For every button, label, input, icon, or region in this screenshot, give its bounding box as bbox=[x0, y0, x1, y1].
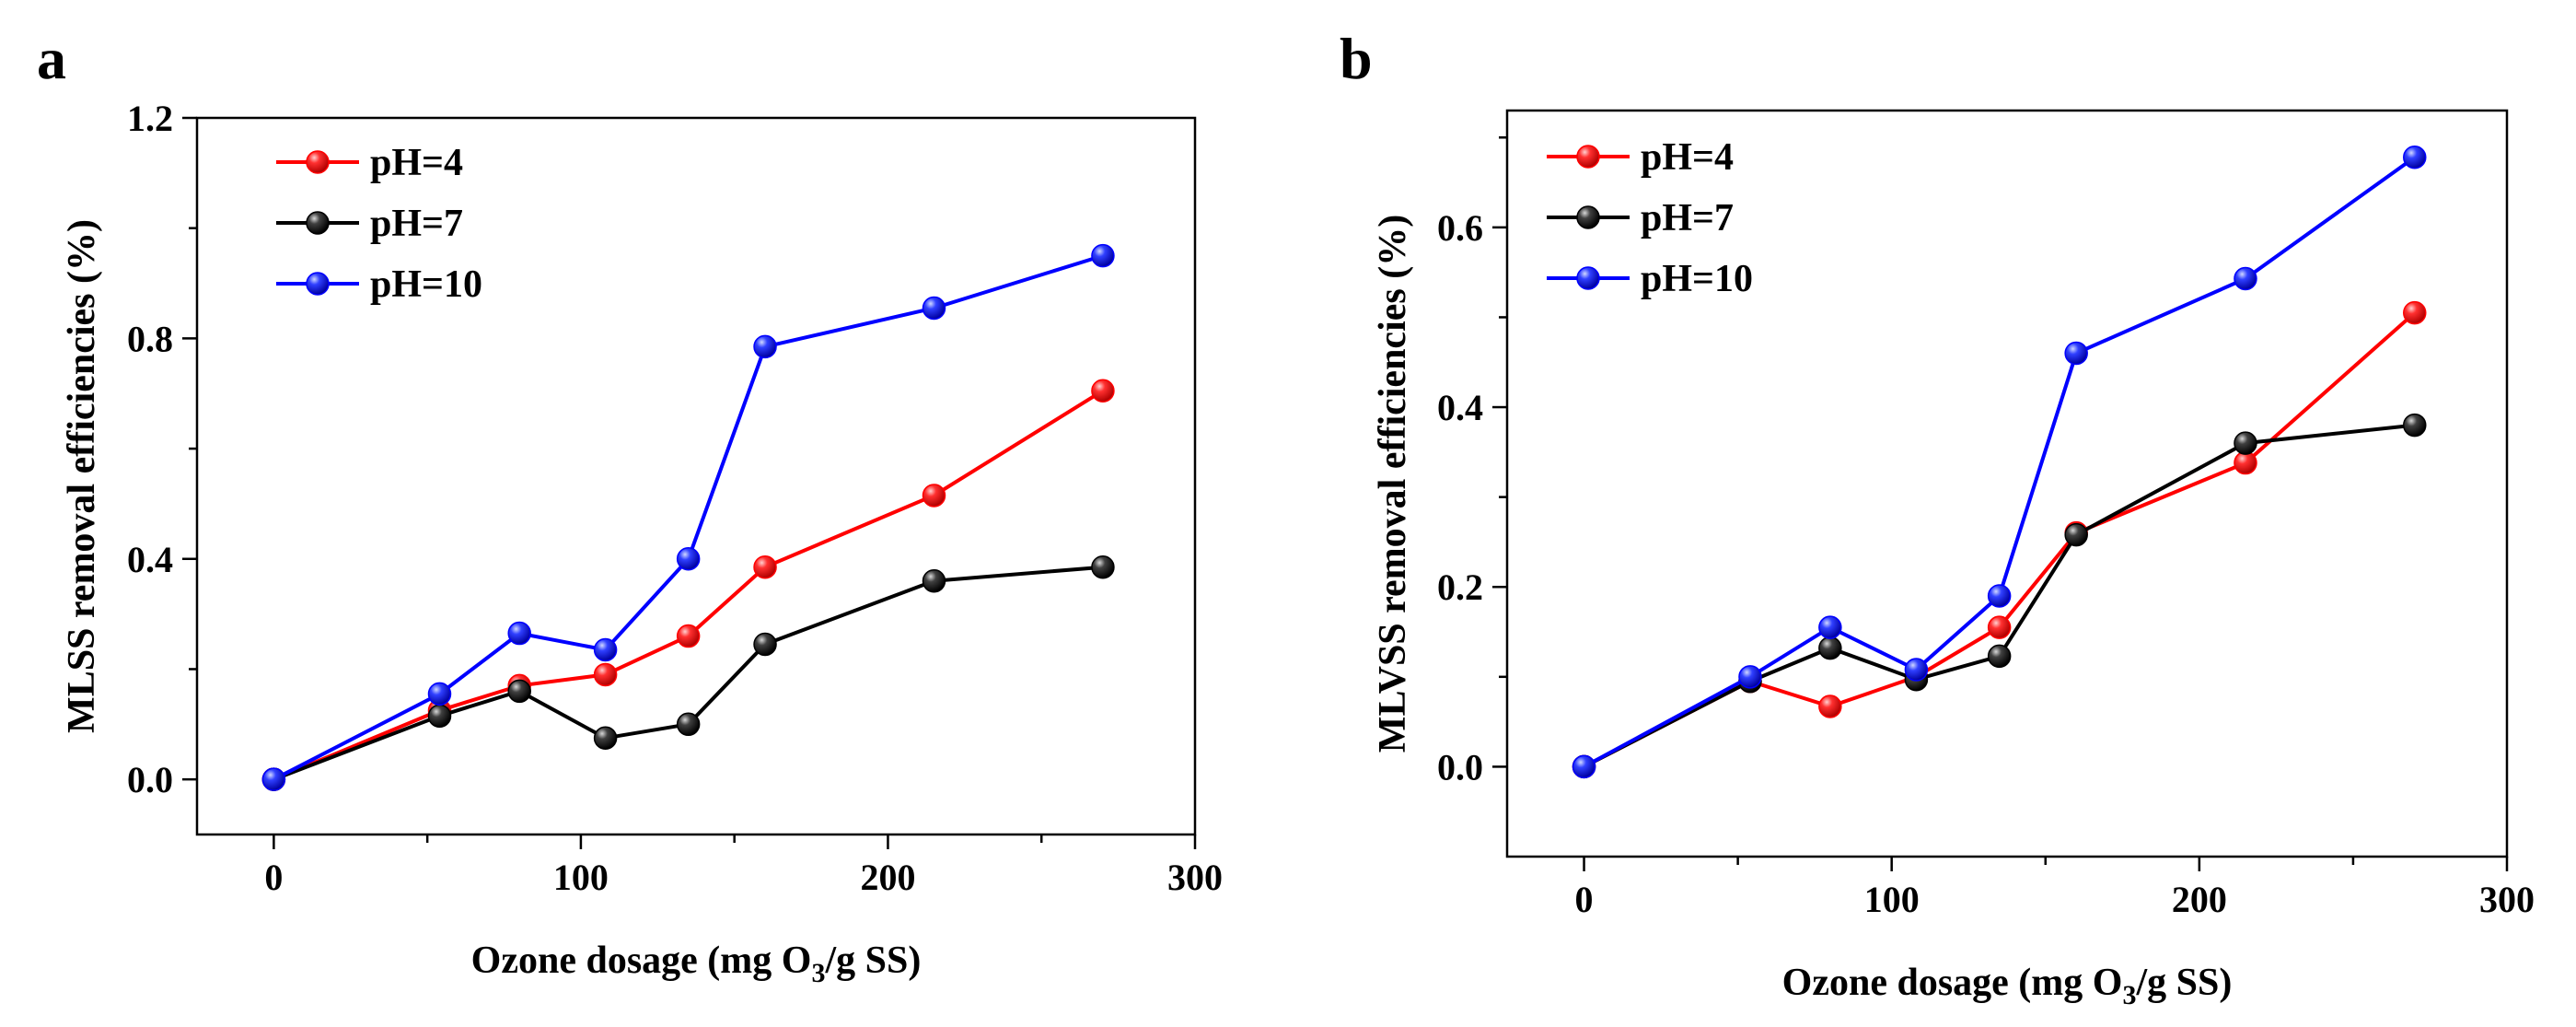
data-point bbox=[1818, 615, 1842, 639]
data-point bbox=[2064, 341, 2088, 366]
data-point bbox=[1904, 658, 1929, 682]
legend-a: pH=4 pH=7 pH=10 bbox=[276, 142, 482, 306]
data-point bbox=[1091, 379, 1115, 403]
series-line-ph-10 bbox=[1583, 156, 2416, 769]
data-point bbox=[1987, 644, 2012, 669]
y-tick-label: 0.8 bbox=[127, 318, 173, 359]
series-line-ph-10 bbox=[273, 253, 1104, 781]
legend-label: pH=10 bbox=[1641, 258, 1753, 300]
legend-b: pH=4 pH=7 pH=10 bbox=[1547, 136, 1753, 300]
x-tick-label: 300 bbox=[2479, 879, 2535, 920]
x-tick-label: 200 bbox=[860, 857, 915, 898]
panel-label-b: b bbox=[1340, 26, 1373, 91]
series-ph-7 bbox=[261, 554, 1115, 791]
series-line-ph-4 bbox=[273, 389, 1104, 782]
x-tick-label: 0 bbox=[1575, 879, 1594, 920]
legend-item: pH=10 bbox=[276, 263, 482, 306]
data-point bbox=[1091, 243, 1115, 268]
data-point bbox=[922, 568, 946, 593]
x-tick-label: 0 bbox=[264, 857, 283, 898]
data-point bbox=[593, 637, 618, 662]
data-point bbox=[1987, 615, 2012, 639]
x-tick-label: 200 bbox=[2172, 879, 2227, 920]
legend-item: pH=10 bbox=[1547, 258, 1753, 300]
data-point bbox=[922, 484, 946, 508]
data-point bbox=[593, 662, 618, 687]
x-axis-b: 0 100 200 300 bbox=[1575, 857, 2535, 920]
legend-label: pH=7 bbox=[370, 203, 463, 245]
data-point bbox=[2234, 431, 2257, 455]
legend-item: pH=7 bbox=[276, 203, 463, 245]
legend-label: pH=7 bbox=[1641, 197, 1734, 239]
data-point bbox=[2403, 145, 2427, 169]
y-tick-label: 0.2 bbox=[1437, 566, 1483, 608]
data-point bbox=[2403, 413, 2427, 438]
data-point bbox=[1572, 754, 1596, 779]
panel-label-a: a bbox=[37, 26, 66, 91]
series-ph-10 bbox=[261, 243, 1115, 791]
y-tick-label: 0.0 bbox=[127, 759, 173, 800]
panel-b: b 0.0 0.2 0.4 0.6 0 100 200 300 MLVSS removal … bbox=[1340, 26, 2535, 1010]
data-point bbox=[593, 726, 618, 751]
legend-marker bbox=[1576, 266, 1600, 290]
series-line-ph-7 bbox=[273, 565, 1104, 782]
data-point bbox=[676, 547, 701, 571]
x-axis-label-b: Ozone dosage (mg O3/g SS) bbox=[1782, 962, 2233, 1010]
data-point bbox=[2234, 450, 2257, 475]
data-point bbox=[1091, 554, 1115, 579]
legend-marker bbox=[1576, 205, 1600, 229]
y-tick-label: 0.4 bbox=[127, 539, 173, 580]
y-tick-label: 0.4 bbox=[1437, 387, 1483, 428]
x-axis-label-a: Ozone dosage (mg O3/g SS) bbox=[471, 939, 922, 988]
y-axis-b: 0.0 0.2 0.4 0.6 bbox=[1437, 136, 1507, 788]
series-layer-a bbox=[261, 243, 1115, 791]
data-point bbox=[261, 767, 286, 791]
y-tick-label: 0.6 bbox=[1437, 207, 1483, 249]
data-point bbox=[507, 621, 531, 646]
legend-marker bbox=[306, 211, 330, 235]
data-point bbox=[676, 712, 701, 737]
legend-label: pH=4 bbox=[370, 142, 463, 184]
data-point bbox=[427, 682, 452, 706]
data-point bbox=[1738, 665, 1762, 689]
y-axis-a: 0.0 0.4 0.8 1.2 bbox=[127, 98, 197, 800]
data-point bbox=[1987, 584, 2012, 608]
data-point bbox=[922, 296, 946, 321]
x-tick-label: 100 bbox=[553, 857, 609, 898]
legend-label: pH=4 bbox=[1641, 136, 1734, 179]
y-axis-label-b: MLVSS removal efficiencies (%) bbox=[1372, 215, 1414, 753]
y-tick-label: 0.0 bbox=[1437, 746, 1483, 788]
data-point bbox=[1818, 636, 1842, 660]
series-line-ph-4 bbox=[1583, 311, 2417, 769]
legend-item: pH=7 bbox=[1547, 197, 1734, 239]
x-tick-label: 300 bbox=[1167, 857, 1223, 898]
data-point bbox=[2064, 522, 2088, 547]
x-axis-a: 0 100 200 300 bbox=[264, 834, 1223, 898]
data-point bbox=[507, 679, 531, 704]
data-point bbox=[676, 624, 701, 648]
legend-marker bbox=[306, 272, 330, 296]
legend-label: pH=10 bbox=[370, 263, 482, 306]
data-point bbox=[753, 632, 777, 657]
series-line-ph-7 bbox=[1583, 423, 2416, 769]
y-axis-label-a: MLSS removal efficiencies (%) bbox=[61, 219, 103, 733]
plot-frame-b bbox=[1505, 109, 2509, 858]
data-point bbox=[1818, 694, 1842, 718]
legend-marker bbox=[1576, 145, 1600, 169]
legend-item: pH=4 bbox=[1547, 136, 1734, 179]
x-tick-label: 100 bbox=[1864, 879, 1920, 920]
panel-a: a 0.0 0.4 0.8 1.2 0 100 200 300 MLSS removal e… bbox=[37, 26, 1223, 988]
data-point bbox=[2234, 266, 2257, 291]
data-point bbox=[2403, 300, 2427, 325]
series-ph-10 bbox=[1572, 145, 2427, 779]
legend-marker bbox=[306, 150, 330, 174]
series-layer-b bbox=[1572, 145, 2427, 779]
plot-frame-a bbox=[195, 116, 1197, 836]
data-point bbox=[427, 704, 452, 729]
legend-item: pH=4 bbox=[276, 142, 463, 184]
y-tick-label: 1.2 bbox=[127, 98, 173, 139]
data-point bbox=[753, 334, 777, 359]
data-point bbox=[753, 554, 777, 579]
